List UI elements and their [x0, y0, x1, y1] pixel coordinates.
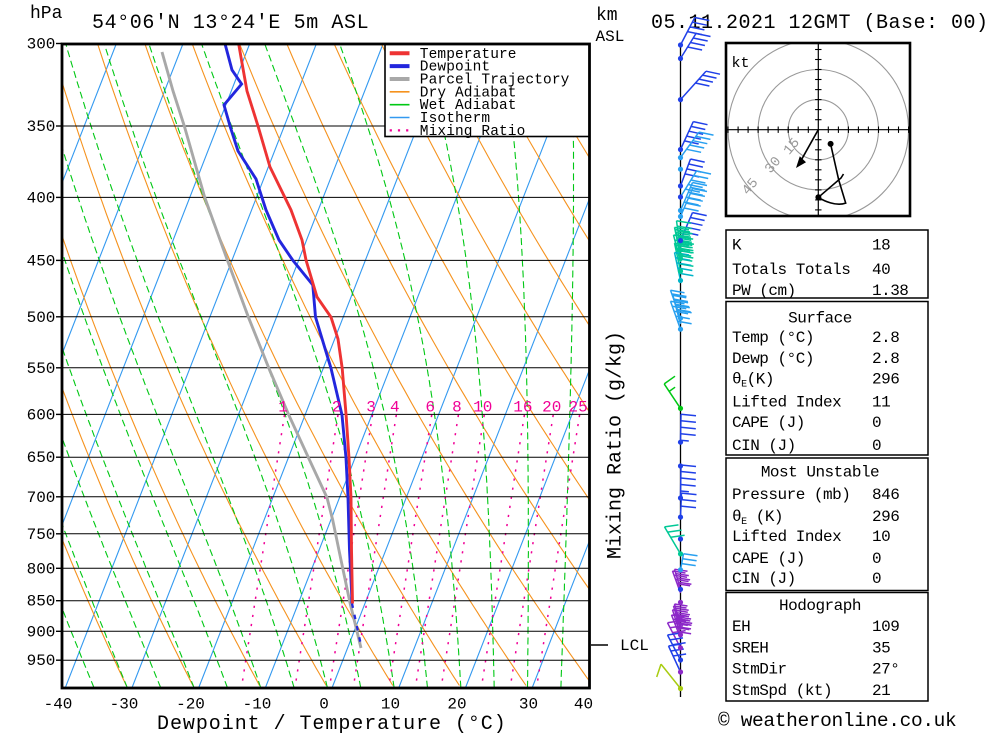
svg-text:StmSpd (kt): StmSpd (kt): [732, 682, 832, 700]
svg-text:2.8: 2.8: [872, 350, 899, 368]
svg-text:27°: 27°: [872, 661, 899, 679]
svg-text:2: 2: [332, 399, 342, 417]
svg-text:Isotherm: Isotherm: [420, 111, 490, 127]
svg-text:CIN (J): CIN (J): [732, 570, 796, 588]
svg-text:-30: -30: [110, 696, 139, 714]
svg-text:296: 296: [872, 508, 899, 526]
svg-text:296: 296: [872, 371, 899, 389]
svg-text:109: 109: [872, 618, 899, 636]
svg-text:Dry Adiabat: Dry Adiabat: [420, 85, 517, 101]
svg-text:350: 350: [27, 118, 56, 136]
svg-text:CAPE (J): CAPE (J): [732, 550, 805, 568]
svg-text:18: 18: [872, 237, 890, 255]
svg-text:550: 550: [27, 360, 56, 378]
svg-text:Lifted Index: Lifted Index: [732, 393, 841, 411]
svg-text:0: 0: [872, 437, 881, 455]
svg-text:2.8: 2.8: [872, 329, 899, 347]
svg-text:θE(K): θE(K): [732, 371, 774, 391]
svg-text:SREH: SREH: [732, 639, 768, 657]
svg-text:0: 0: [872, 550, 881, 568]
svg-text:700: 700: [27, 489, 56, 507]
svg-text:650: 650: [27, 449, 56, 467]
svg-text:-20: -20: [176, 696, 205, 714]
svg-text:35: 35: [872, 639, 890, 657]
svg-text:Temp (°C): Temp (°C): [732, 329, 814, 347]
svg-text:EH: EH: [732, 618, 750, 636]
svg-text:0: 0: [872, 414, 881, 432]
svg-text:Mixing Ratio (g/kg): Mixing Ratio (g/kg): [605, 331, 628, 559]
svg-text:CAPE (J): CAPE (J): [732, 414, 805, 432]
svg-text:Hodograph: Hodograph: [779, 597, 861, 615]
svg-text:21: 21: [872, 682, 890, 700]
svg-text:846: 846: [872, 486, 899, 504]
svg-text:300: 300: [27, 36, 56, 54]
svg-text:Mixing Ratio: Mixing Ratio: [420, 124, 526, 140]
svg-text:© weatheronline.co.uk: © weatheronline.co.uk: [718, 710, 956, 732]
svg-text:500: 500: [27, 309, 56, 327]
svg-text:54°06'N 13°24'E 5m ASL: 54°06'N 13°24'E 5m ASL: [92, 12, 369, 35]
svg-text:Wet Adiabat: Wet Adiabat: [420, 98, 517, 114]
svg-text:10: 10: [473, 399, 492, 417]
svg-text:Dewp (°C): Dewp (°C): [732, 350, 814, 368]
svg-text:Lifted Index: Lifted Index: [732, 528, 841, 546]
svg-text:hPa: hPa: [30, 4, 63, 24]
svg-text:θE (K): θE (K): [732, 508, 783, 528]
svg-text:1: 1: [278, 399, 288, 417]
svg-text:30: 30: [519, 696, 538, 714]
svg-text:Temperature: Temperature: [420, 47, 517, 63]
svg-text:CIN (J): CIN (J): [732, 437, 796, 455]
svg-text:400: 400: [27, 189, 56, 207]
svg-text:10: 10: [381, 696, 400, 714]
svg-text:450: 450: [27, 252, 56, 270]
svg-text:800: 800: [27, 560, 56, 578]
svg-text:8: 8: [452, 399, 462, 417]
svg-text:750: 750: [27, 526, 56, 544]
svg-text:850: 850: [27, 593, 56, 611]
svg-text:K: K: [732, 237, 742, 255]
svg-text:Most Unstable: Most Unstable: [761, 464, 879, 482]
svg-text:-40: -40: [44, 696, 73, 714]
svg-text:3: 3: [366, 399, 376, 417]
svg-text:Dewpoint: Dewpoint: [420, 60, 490, 76]
svg-text:PW (cm): PW (cm): [732, 282, 796, 300]
svg-text:Parcel Trajectory: Parcel Trajectory: [420, 73, 570, 89]
svg-text:ASL: ASL: [596, 28, 625, 46]
svg-text:6: 6: [425, 399, 435, 417]
svg-text:11: 11: [872, 393, 890, 411]
svg-text:10: 10: [872, 528, 890, 546]
svg-text:40: 40: [574, 696, 593, 714]
svg-text:900: 900: [27, 623, 56, 641]
svg-text:kt: kt: [732, 55, 750, 72]
svg-text:LCL: LCL: [620, 637, 649, 655]
svg-text:05.11.2021 12GMT (Base: 00): 05.11.2021 12GMT (Base: 00): [651, 12, 989, 35]
svg-text:Totals Totals: Totals Totals: [732, 261, 850, 279]
svg-text:Dewpoint / Temperature (°C): Dewpoint / Temperature (°C): [157, 713, 507, 733]
svg-text:16: 16: [513, 399, 532, 417]
svg-text:StmDir: StmDir: [732, 661, 787, 679]
svg-text:20: 20: [447, 696, 466, 714]
svg-text:Surface: Surface: [788, 310, 852, 328]
svg-text:20: 20: [542, 399, 561, 417]
svg-text:600: 600: [27, 406, 56, 424]
svg-text:0: 0: [872, 570, 881, 588]
svg-text:0: 0: [319, 696, 329, 714]
svg-text:4: 4: [390, 399, 400, 417]
svg-text:950: 950: [27, 652, 56, 670]
svg-text:-10: -10: [243, 696, 272, 714]
svg-text:Pressure (mb): Pressure (mb): [732, 486, 850, 504]
svg-text:25: 25: [568, 399, 587, 417]
svg-text:km: km: [596, 6, 618, 26]
svg-text:40: 40: [872, 261, 890, 279]
svg-text:1.38: 1.38: [872, 282, 908, 300]
